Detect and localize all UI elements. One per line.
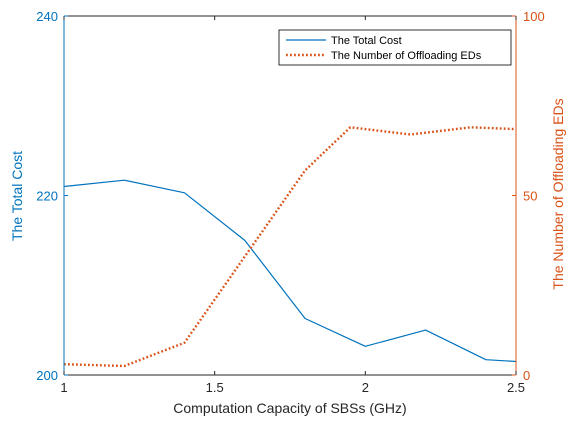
legend-label-offloading-eds: The Number of Offloading EDs <box>331 50 482 62</box>
left-y-tick-label: 220 <box>36 189 58 204</box>
left-y-tick-label: 200 <box>36 368 58 383</box>
right-y-tick-label: 100 <box>523 9 545 24</box>
x-tick-label: 2 <box>362 380 369 395</box>
legend-label-total-cost: The Total Cost <box>331 35 402 47</box>
plot-area <box>64 16 516 375</box>
left-y-axis-label: The Total Cost <box>9 151 25 241</box>
right-y-tick-label: 0 <box>523 368 530 383</box>
right-y-axis-label: The Number of Offloading EDs <box>550 98 566 289</box>
right-y-tick-label: 50 <box>523 189 537 204</box>
x-tick-label: 1.5 <box>206 380 224 395</box>
legend-box <box>278 29 512 66</box>
x-axis-label: Computation Capacity of SBSs (GHz) <box>173 400 406 416</box>
x-tick-label: 2.5 <box>507 380 525 395</box>
left-y-tick-label: 240 <box>36 9 58 24</box>
legend: The Total Cost The Number of Offloading … <box>278 29 512 66</box>
series-line-total-cost <box>63 179 517 363</box>
x-tick-label: 1 <box>60 380 67 395</box>
